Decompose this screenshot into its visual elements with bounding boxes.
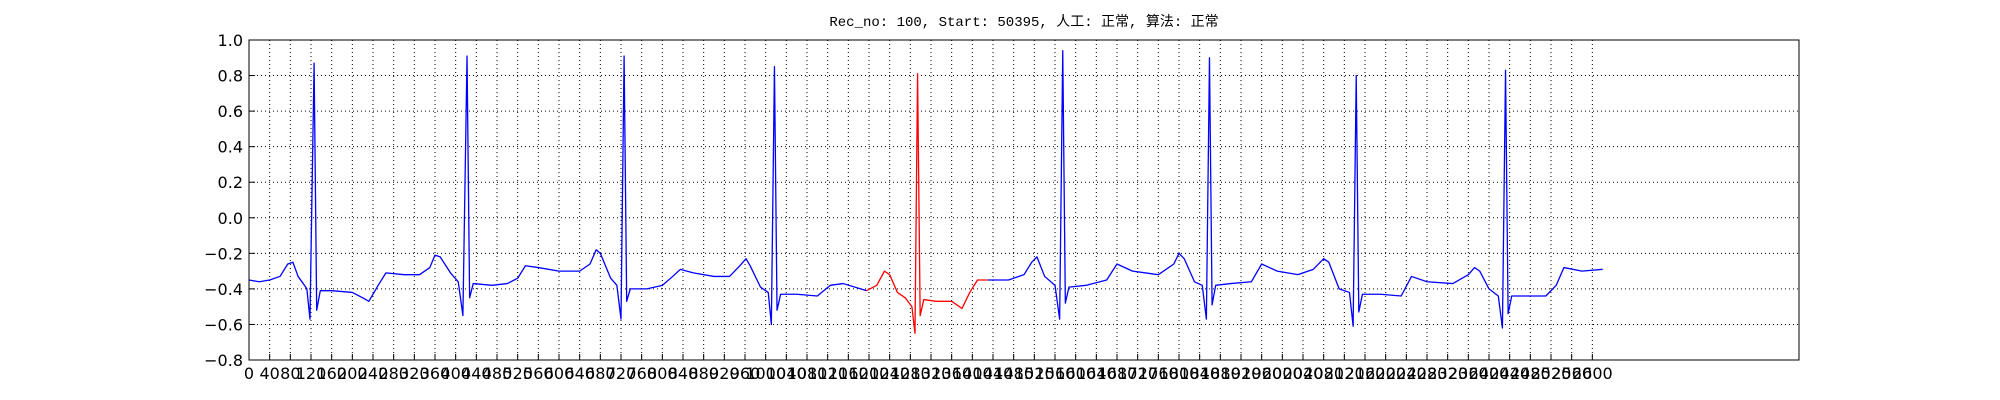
x-tick-label: 760 — [626, 364, 657, 383]
x-tick-label: 1920 — [1221, 364, 1262, 383]
x-tick-label: 1360 — [931, 364, 972, 383]
x-tick-label: 2120 — [1324, 364, 1365, 383]
x-tick-label: 480 — [482, 364, 513, 383]
x-tick-label: 80 — [280, 364, 300, 383]
x-tick-label: 2440 — [1489, 364, 1530, 383]
y-tick-label: 0.4 — [218, 138, 243, 157]
y-tick-label: 0.2 — [218, 173, 243, 192]
x-tick-label: 120 — [296, 364, 327, 383]
x-tick-label: 1000 — [745, 364, 786, 383]
x-tick-label: 640 — [564, 364, 595, 383]
x-tick-label: 1760 — [1138, 364, 1179, 383]
plot-frame — [248, 39, 1800, 361]
x-tick-label: 560 — [523, 364, 554, 383]
x-tick-label: 0 — [244, 364, 254, 383]
x-tick-label: 2080 — [1303, 364, 1344, 383]
x-tick-label: 960 — [730, 364, 761, 383]
x-tick-label: 1960 — [1241, 364, 1282, 383]
x-tick-label: 2600 — [1572, 364, 1613, 383]
x-tick-label: 400 — [440, 364, 471, 383]
x-tick-label: 2160 — [1345, 364, 1386, 383]
x-tick-label: 1120 — [807, 364, 848, 383]
y-tick-label: 0.0 — [218, 209, 243, 228]
x-tick-label: 2560 — [1551, 364, 1592, 383]
x-tick-label: 1640 — [1076, 364, 1117, 383]
x-tick-label: 720 — [606, 364, 637, 383]
chart-title: Rec_no: 100, Start: 50395, 人工: 正常, 算法: 正… — [829, 14, 1218, 31]
x-tick-label: 800 — [647, 364, 678, 383]
x-tick-label: 1560 — [1035, 364, 1076, 383]
ecg-line — [248, 50, 1603, 329]
x-tick-label: 2360 — [1448, 364, 1489, 383]
x-tick-label: 1400 — [952, 364, 993, 383]
x-tick-label: 2040 — [1283, 364, 1324, 383]
x-tick-label: 2280 — [1407, 364, 1448, 383]
x-tick-label: 280 — [378, 364, 409, 383]
x-tick-label: 160 — [316, 364, 347, 383]
x-tick-label: 2520 — [1531, 364, 1572, 383]
ecg-line — [866, 73, 988, 334]
x-tick-label: 1800 — [1159, 364, 1200, 383]
x-tick-label: 840 — [668, 364, 699, 383]
x-tick-label: 40 — [259, 364, 279, 383]
x-tick-label: 1080 — [787, 364, 828, 383]
x-tick-label: 1320 — [911, 364, 952, 383]
x-tick-label: 440 — [461, 364, 492, 383]
x-tick-label: 1600 — [1055, 364, 1096, 383]
x-tick-label: 2200 — [1365, 364, 1406, 383]
x-tick-label: 2000 — [1262, 364, 1303, 383]
x-tick-label: 680 — [585, 364, 616, 383]
y-tick-label: 1.0 — [218, 31, 243, 50]
x-tick-label: 240 — [358, 364, 389, 383]
x-tick-label: 360 — [420, 364, 451, 383]
y-tick-label: −0.6 — [204, 315, 243, 334]
y-tick-label: −0.4 — [204, 280, 243, 299]
x-tick-label: 1280 — [890, 364, 931, 383]
x-tick-label: 520 — [502, 364, 533, 383]
x-tick-label: 1160 — [828, 364, 869, 383]
x-tick-label: 1840 — [1179, 364, 1220, 383]
x-tick-label: 880 — [688, 364, 719, 383]
x-tick-label: 1520 — [1014, 364, 1055, 383]
x-tick-label: 1440 — [973, 364, 1014, 383]
x-tick-label: 1720 — [1117, 364, 1158, 383]
x-tick-label: 1240 — [869, 364, 910, 383]
x-tick-label: 2240 — [1386, 364, 1427, 383]
x-tick-label: 2400 — [1469, 364, 1510, 383]
y-tick-label: −0.8 — [204, 351, 243, 370]
y-tick-label: 0.8 — [218, 67, 243, 86]
x-tick-label: 1200 — [849, 364, 890, 383]
x-tick-label: 920 — [709, 364, 740, 383]
y-tick-label: 0.6 — [218, 102, 243, 121]
x-tick-label: 2480 — [1510, 364, 1551, 383]
x-tick-label: 200 — [337, 364, 368, 383]
x-tick-label: 2320 — [1427, 364, 1468, 383]
x-tick-label: 1680 — [1097, 364, 1138, 383]
y-tick-label: −0.2 — [204, 244, 243, 263]
x-tick-label: 1480 — [993, 364, 1034, 383]
x-tick-label: 600 — [544, 364, 575, 383]
x-tick-label: 320 — [399, 364, 430, 383]
x-tick-label: 1880 — [1200, 364, 1241, 383]
x-tick-label: 1040 — [766, 364, 807, 383]
